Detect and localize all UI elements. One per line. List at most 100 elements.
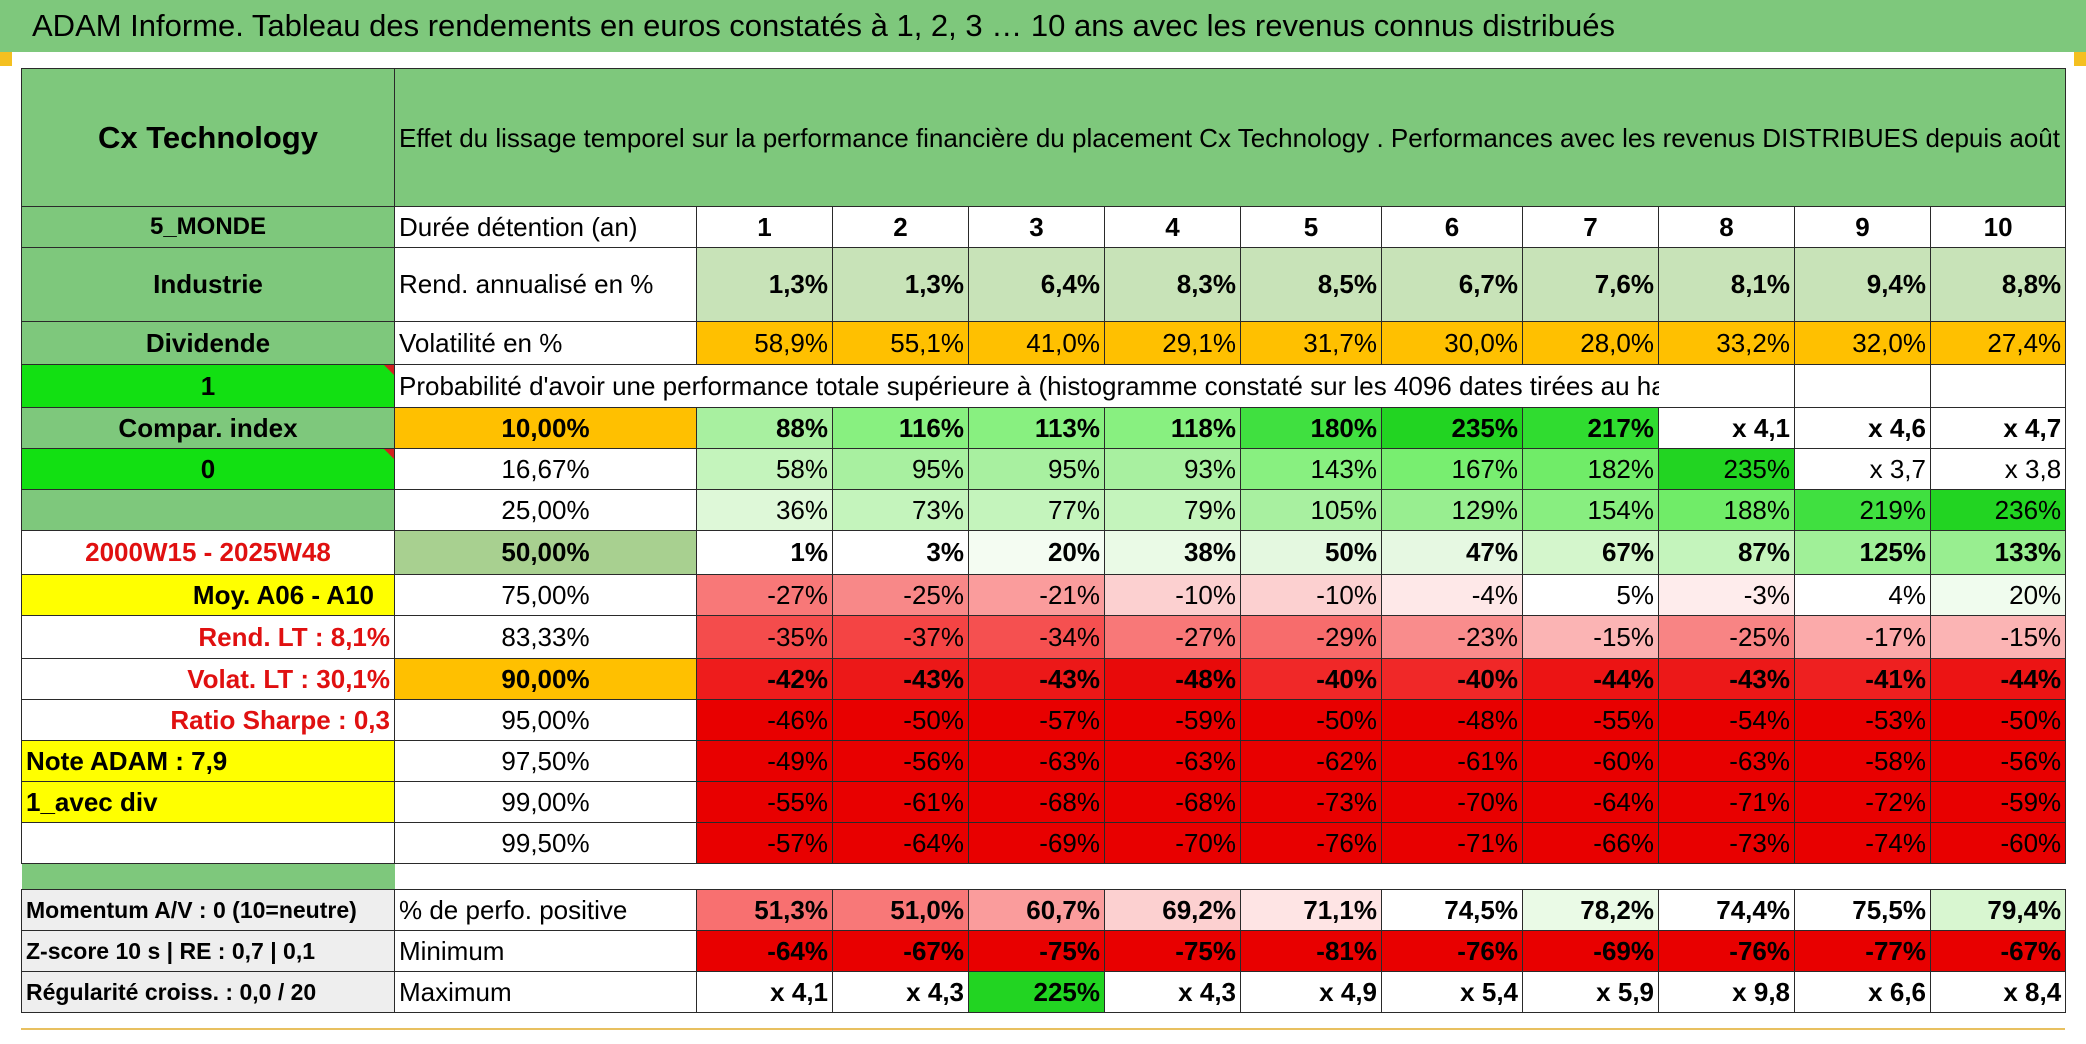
stat-value: -77% bbox=[1794, 930, 1931, 972]
stat-value: 225% bbox=[968, 971, 1105, 1013]
quantile-value: -68% bbox=[1104, 781, 1241, 823]
zscore-label: Z-score 10 s | RE : 0,7 | 0,1 bbox=[21, 930, 395, 972]
quantile-row: Volat. LT : 30,1% 90,00% -42% -43% -43% -48% -… bbox=[21, 658, 2067, 700]
quantile-label: 75,00% bbox=[394, 574, 697, 616]
quantile-value: -29% bbox=[1240, 615, 1382, 659]
quantile-value: -60% bbox=[1929, 822, 2067, 864]
stat-value: 71,1% bbox=[1240, 889, 1382, 931]
quantile-value: -76% bbox=[1240, 822, 1382, 864]
quantile-row: 0 16,67% 58% 95% 95% 93% 143% 167% 182% 235% x 3,7… bbox=[21, 448, 2067, 490]
quantile-value: -50% bbox=[1929, 699, 2067, 741]
quantile-value: 235% bbox=[1381, 407, 1523, 449]
stat-value: 69,2% bbox=[1104, 889, 1241, 931]
quantile-label: 25,00% bbox=[394, 489, 697, 531]
quantile-value: 3% bbox=[832, 530, 969, 575]
quantile-value: -71% bbox=[1658, 781, 1795, 823]
stat-value: 79,4% bbox=[1929, 889, 2067, 931]
rend-value: 1,3% bbox=[696, 247, 833, 322]
stat-value: -67% bbox=[1929, 930, 2067, 972]
income-label: Dividende bbox=[21, 321, 395, 365]
quantile-value: -43% bbox=[1658, 658, 1795, 700]
quantile-value: -54% bbox=[1658, 699, 1795, 741]
stat-value: x 4,1 bbox=[696, 971, 833, 1013]
quantile-value: 217% bbox=[1522, 407, 1659, 449]
quantile-value: -44% bbox=[1929, 658, 2067, 700]
stat-label: % de perfo. positive bbox=[394, 889, 697, 931]
stat-value: 74,4% bbox=[1658, 889, 1795, 931]
quantile-value: 95% bbox=[968, 448, 1105, 490]
stat-value: x 5,9 bbox=[1522, 971, 1659, 1013]
quantile-value: 154% bbox=[1522, 489, 1659, 531]
volat-lt-label: Volat. LT : 30,1% bbox=[21, 658, 395, 700]
quantile-row: Compar. index 10,00% 88% 116% 113% 118% 180% 23… bbox=[21, 407, 2067, 449]
vol-row: Dividende Volatilité en % 58,9% 55,1% 41,0… bbox=[21, 321, 2067, 365]
quantile-value: x 4,6 bbox=[1794, 407, 1931, 449]
quantile-value: -59% bbox=[1104, 699, 1241, 741]
vol-value: 58,9% bbox=[696, 321, 833, 365]
vol-value: 31,7% bbox=[1240, 321, 1382, 365]
stat-label: Maximum bbox=[394, 971, 697, 1013]
quantile-row: 99,50% -57% -64% -69% -70% -76% -71% -66% -73% -7… bbox=[21, 822, 2067, 864]
quantile-value: -48% bbox=[1381, 699, 1523, 741]
quantile-label: 16,67% bbox=[394, 448, 697, 490]
year-header: 4 bbox=[1104, 206, 1241, 248]
quantile-value: -70% bbox=[1381, 781, 1523, 823]
quantile-value: 133% bbox=[1929, 530, 2067, 575]
quantile-value: -66% bbox=[1522, 822, 1659, 864]
quantile-row: Note ADAM : 7,9 97,50% -49% -56% -63% -63% -62… bbox=[21, 740, 2067, 782]
quantile-value: -50% bbox=[832, 699, 969, 741]
quantile-row: 1_avec div 99,00% -55% -61% -68% -68% -73% -70%… bbox=[21, 781, 2067, 823]
quantile-value: -72% bbox=[1794, 781, 1931, 823]
rend-value: 7,6% bbox=[1522, 247, 1659, 322]
stat-value: x 4,3 bbox=[1104, 971, 1241, 1013]
rend-value: 8,1% bbox=[1658, 247, 1795, 322]
stat-value: -76% bbox=[1381, 930, 1523, 972]
stats-row: Z-score 10 s | RE : 0,7 | 0,1 Minimum -64%… bbox=[21, 930, 2067, 972]
rend-value: 1,3% bbox=[832, 247, 969, 322]
quantile-value: 113% bbox=[968, 407, 1105, 449]
empty-cell bbox=[1794, 364, 1931, 408]
performance-table: Cx Technology Effet du lissage temporel … bbox=[21, 68, 2067, 1013]
quantile-value: -50% bbox=[1240, 699, 1382, 741]
stat-value: x 6,6 bbox=[1794, 971, 1931, 1013]
quantile-value: 20% bbox=[968, 530, 1105, 575]
year-header: 8 bbox=[1658, 206, 1795, 248]
report-banner-title: ADAM Informe. Tableau des rendements en … bbox=[0, 0, 2086, 52]
vol-value: 27,4% bbox=[1929, 321, 2067, 365]
quantile-value: 95% bbox=[832, 448, 969, 490]
sector-label: Industrie bbox=[21, 247, 395, 322]
quantile-value: -60% bbox=[1522, 740, 1659, 782]
quantile-value: 236% bbox=[1929, 489, 2067, 531]
year-header: 5 bbox=[1240, 206, 1382, 248]
stat-value: -75% bbox=[968, 930, 1105, 972]
quantile-row: Ratio Sharpe : 0,3 95,00% -46% -50% -57% -59%… bbox=[21, 699, 2067, 741]
sharpe-label: Ratio Sharpe : 0,3 bbox=[21, 699, 395, 741]
corner-marker-right bbox=[2074, 52, 2086, 66]
years-row: 5_MONDE Durée détention (an) 1 2 3 4 5 6 7 8 9 10 bbox=[21, 206, 2067, 248]
quantile-value: 219% bbox=[1794, 489, 1931, 531]
quantile-row: 2000W15 - 2025W48 50,00% 1% 3% 20% 38% 50% 47% 6… bbox=[21, 530, 2067, 575]
quantile-label: 97,50% bbox=[394, 740, 697, 782]
quantile-value: -73% bbox=[1658, 822, 1795, 864]
vol-value: 55,1% bbox=[832, 321, 969, 365]
quantile-row: 25,00% 36% 73% 77% 79% 105% 129% 154% 188% 219% 23… bbox=[21, 489, 2067, 531]
year-header: 7 bbox=[1522, 206, 1659, 248]
quantile-value: x 3,8 bbox=[1929, 448, 2067, 490]
vol-value: 33,2% bbox=[1658, 321, 1795, 365]
quantile-value: -64% bbox=[832, 822, 969, 864]
stat-value: 75,5% bbox=[1794, 889, 1931, 931]
quantile-label: 83,33% bbox=[394, 615, 697, 659]
empty-cell bbox=[1929, 364, 2067, 408]
vol-value: 41,0% bbox=[968, 321, 1105, 365]
quantile-value: -27% bbox=[1104, 615, 1241, 659]
empty-cell bbox=[1658, 364, 1795, 408]
stat-value: -76% bbox=[1658, 930, 1795, 972]
momentum-label: Momentum A/V : 0 (10=neutre) bbox=[21, 889, 395, 931]
flag-one: 1 bbox=[21, 364, 395, 408]
regularite-label: Régularité croiss. : 0,0 / 20 bbox=[21, 971, 395, 1013]
quantile-value: 36% bbox=[696, 489, 833, 531]
stat-label: Minimum bbox=[394, 930, 697, 972]
gap-row bbox=[21, 863, 2066, 890]
quantile-value: -25% bbox=[832, 574, 969, 616]
quantile-value: -10% bbox=[1240, 574, 1382, 616]
